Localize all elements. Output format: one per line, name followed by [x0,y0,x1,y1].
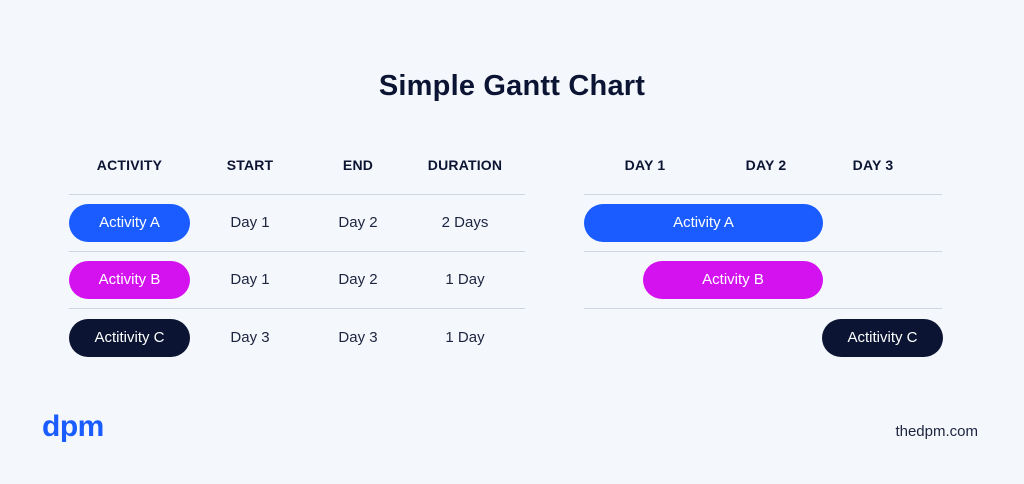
duration-cell: 1 Day [445,329,485,346]
gantt-bar: Activity B [643,261,823,299]
header-start: START [226,157,274,173]
table-divider [69,251,525,252]
table-divider [69,308,525,309]
end-cell: Day 3 [338,329,378,346]
end-cell: Day 2 [338,271,378,288]
gantt-day-header: DAY 3 [852,157,894,173]
activity-pill: Activity A [69,204,190,242]
activity-pill: Actitivity C [69,319,190,357]
end-cell: Day 2 [338,214,378,231]
table-divider [69,194,525,195]
start-cell: Day 1 [230,271,270,288]
site-url: thedpm.com [895,423,978,440]
gantt-divider [584,308,942,309]
duration-cell: 1 Day [445,271,485,288]
page-title: Simple Gantt Chart [378,70,646,102]
gantt-divider [584,251,942,252]
header-duration: DURATION [427,157,503,173]
start-cell: Day 3 [230,329,270,346]
gantt-bar: Activity A [584,204,823,242]
start-cell: Day 1 [230,214,270,231]
activity-pill: Activity B [69,261,190,299]
gantt-day-header: DAY 1 [624,157,666,173]
header-end: END [342,157,374,173]
header-activity: ACTIVITY [96,157,163,173]
duration-cell: 2 Days [441,214,489,231]
gantt-divider [584,194,942,195]
gantt-bar: Actitivity C [822,319,943,357]
dpm-logo: dpm [42,410,104,443]
gantt-day-header: DAY 2 [745,157,787,173]
